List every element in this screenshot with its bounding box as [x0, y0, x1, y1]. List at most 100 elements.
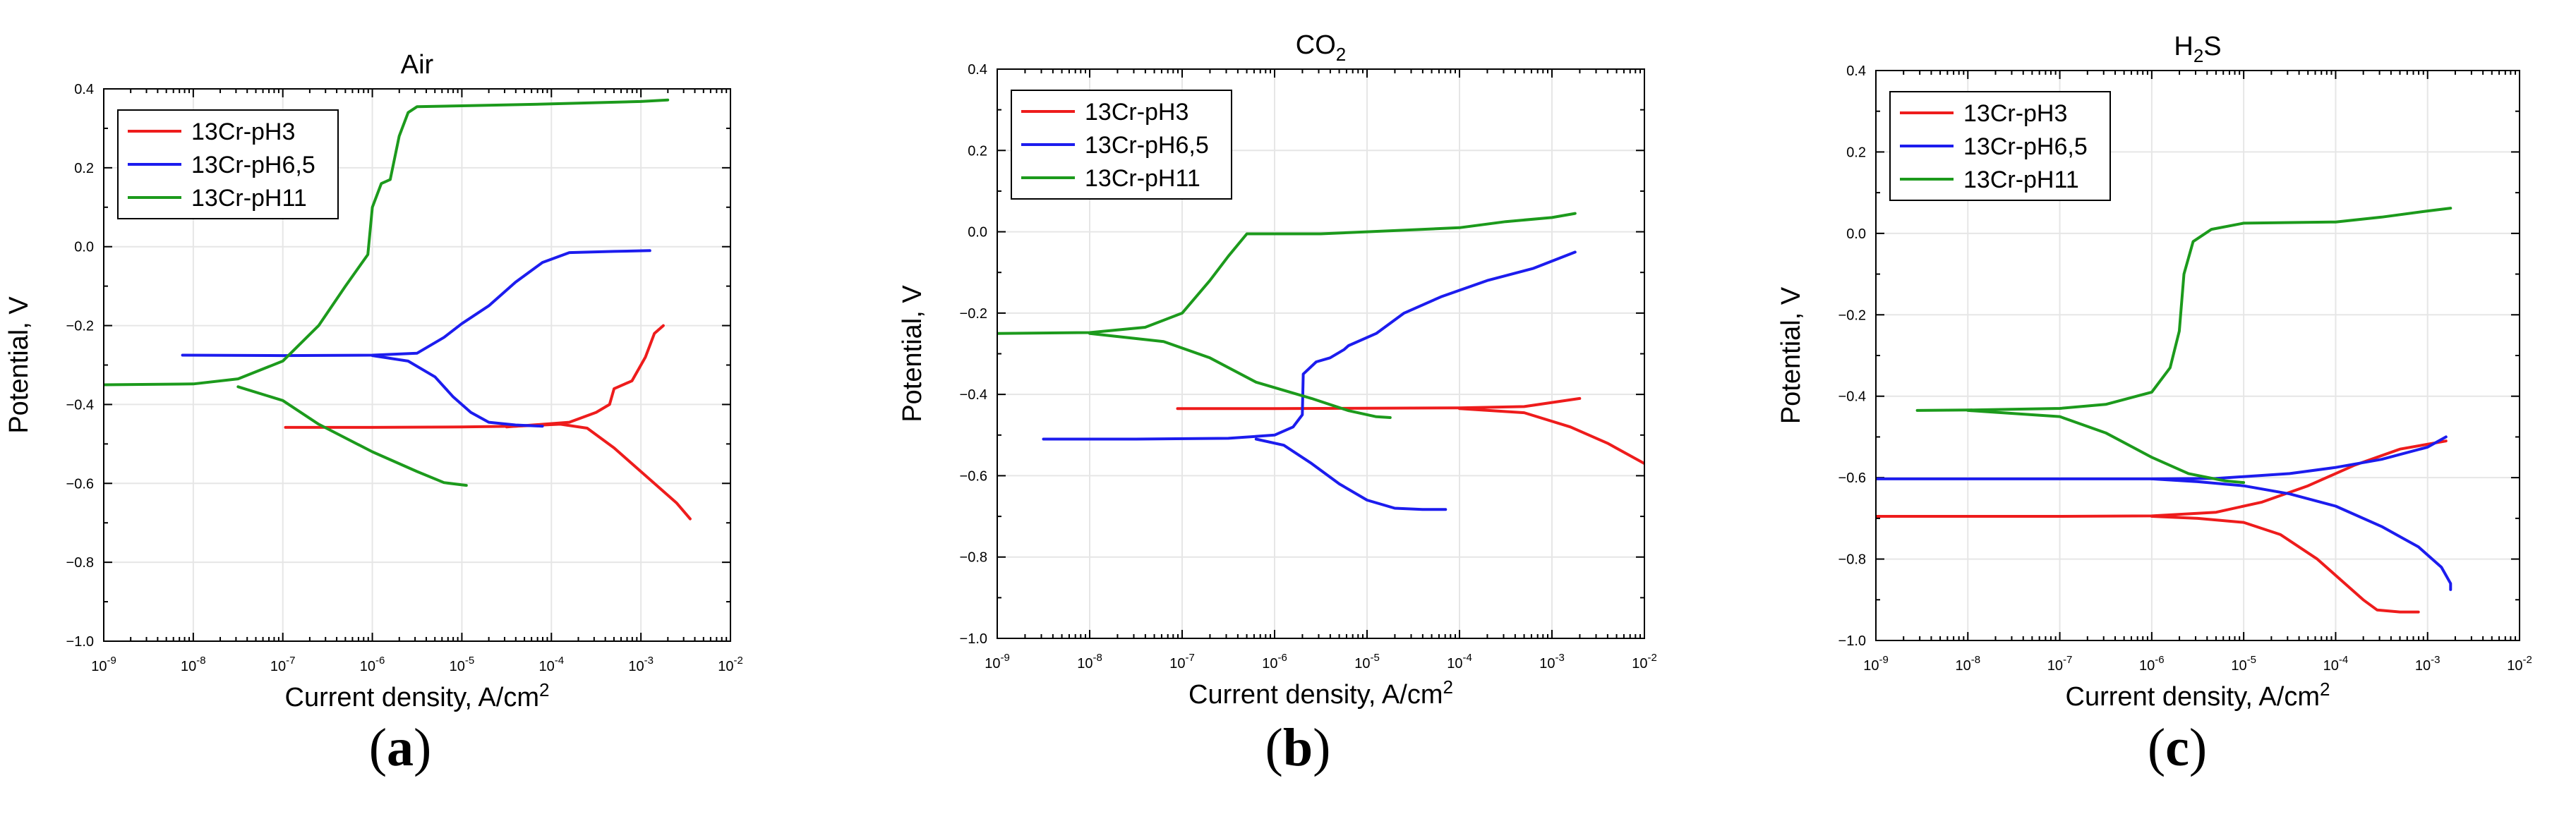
- series-line-13cr-ph3: [1458, 407, 1644, 466]
- plot-frame: [997, 68, 1645, 639]
- chart-title: Air: [401, 50, 434, 80]
- legend-entry: 13Cr-pH3: [1085, 99, 1188, 126]
- x-tick-label: 10-5: [2231, 654, 2256, 674]
- y-tick-label: 0.4: [74, 82, 94, 97]
- series-group: [1876, 207, 2452, 614]
- series-line-13cr-ph3: [505, 324, 665, 429]
- plot-frame: [1875, 70, 2520, 641]
- plot-frame: [103, 88, 731, 642]
- legend-entry: 13Cr-pH3: [1963, 100, 2067, 127]
- x-tick-label: 10-3: [628, 655, 654, 674]
- series-line-13cr-ph6-5: [1042, 250, 1577, 441]
- series-line-13cr-ph6-5: [1876, 435, 2448, 480]
- legend-entry: 13Cr-pH11: [191, 185, 307, 212]
- series-line-13cr-ph3: [284, 423, 692, 521]
- x-axis-label: Current density, A/cm2: [285, 679, 550, 712]
- x-tick-label: 10-6: [2139, 654, 2165, 674]
- y-tick-label: −1.0: [960, 631, 987, 647]
- legend: 13Cr-pH3 13Cr-pH6,5 13Cr-pH11: [117, 109, 339, 219]
- y-tick-label: −0.4: [960, 387, 987, 403]
- series-line-13cr-ph11: [1915, 207, 2452, 412]
- x-tick-label: 10-2: [1632, 652, 1657, 672]
- x-tick-label: 10-7: [1169, 652, 1195, 672]
- series-line-13cr-ph11: [997, 212, 1577, 335]
- series-line-13cr-ph11: [1088, 332, 1392, 419]
- x-tick-label: 10-9: [1863, 654, 1889, 674]
- x-tick-label: 10-4: [2323, 654, 2349, 674]
- legend-entry: 13Cr-pH11: [1085, 165, 1200, 192]
- y-tick-label: 0.2: [74, 161, 94, 176]
- y-tick-label: −0.6: [960, 468, 987, 484]
- x-tick-label: 10-9: [985, 652, 1010, 672]
- x-tick-label: 10-5: [1354, 652, 1380, 672]
- y-tick-label: −0.4: [1838, 389, 1866, 405]
- x-axis-label: Current density, A/cm2: [2066, 679, 2330, 712]
- legend-entry: 13Cr-pH6,5: [1963, 133, 2088, 160]
- y-tick-label: −1.0: [66, 634, 94, 650]
- x-tick-label: 10-2: [718, 655, 743, 674]
- x-tick-label: 10-7: [2047, 654, 2073, 674]
- y-tick-label: 0.4: [968, 62, 987, 78]
- series-line-13cr-ph6-5: [1254, 437, 1448, 511]
- series-line-13cr-ph3: [1876, 439, 2448, 518]
- legend-entry: 13Cr-pH11: [1963, 166, 2079, 193]
- x-tick-label: 10-9: [91, 655, 116, 674]
- chart-title: H2S: [2174, 32, 2221, 66]
- x-tick-label: 10-4: [1447, 652, 1472, 672]
- y-tick-label: 0.2: [968, 143, 987, 159]
- series-line-13cr-ph3: [2150, 515, 2420, 614]
- legend: 13Cr-pH3 13Cr-pH6,5 13Cr-pH11: [1889, 91, 2111, 201]
- series-group: [997, 212, 1644, 511]
- y-tick-label: −0.4: [66, 397, 94, 413]
- legend-entry: 13Cr-pH3: [191, 119, 295, 145]
- legend: 13Cr-pH3 13Cr-pH6,5 13Cr-pH11: [1011, 90, 1232, 200]
- y-tick-label: −0.8: [66, 555, 94, 571]
- series-line-13cr-ph11: [104, 98, 670, 387]
- y-tick-label: 0.2: [1846, 145, 1866, 160]
- x-tick-label: 10-4: [538, 655, 564, 674]
- chart-title: CO2: [1296, 30, 1346, 65]
- chart-panel-1: 10-9 10-8 10-7 10-6 10-5 10-4 10-3 10-2 0.4 0.2 0.…: [4, 50, 743, 712]
- x-tick-label: 10-3: [1539, 652, 1565, 672]
- series-group: [104, 98, 692, 521]
- x-tick-label: 10-7: [270, 655, 296, 674]
- x-axis-label: Current density, A/cm2: [1188, 676, 1453, 710]
- y-tick-label: −0.2: [960, 306, 987, 322]
- y-axis-label: Potential, V: [1776, 286, 1806, 424]
- series-line-13cr-ph6-5: [181, 249, 651, 358]
- y-tick-label: −0.6: [66, 476, 94, 492]
- x-tick-label: 10-8: [1955, 654, 1980, 674]
- y-tick-label: 0.0: [1846, 226, 1866, 242]
- y-axis-label: Potential, V: [898, 285, 927, 423]
- chart-panel-2: 10-9 10-8 10-7 10-6 10-5 10-4 10-3 10-2 0.4 0.2 0.…: [898, 30, 1657, 710]
- y-axis-label: Potential, V: [4, 296, 34, 434]
- y-tick-label: −1.0: [1838, 633, 1866, 649]
- x-tick-label: 10-8: [181, 655, 206, 674]
- series-line-13cr-ph11: [1966, 408, 2246, 485]
- x-tick-label: 10-6: [360, 655, 385, 674]
- panel-label: (a): [369, 718, 432, 777]
- y-tick-label: 0.0: [968, 225, 987, 241]
- y-tick-label: 0.0: [74, 240, 94, 255]
- y-tick-label: 0.4: [1846, 63, 1866, 79]
- series-line-13cr-ph11: [236, 385, 468, 487]
- panel-label: (b): [1265, 718, 1331, 777]
- x-tick-label: 10-6: [1262, 652, 1287, 672]
- legend-entry: 13Cr-pH6,5: [191, 152, 315, 178]
- legend-entry: 13Cr-pH6,5: [1085, 132, 1209, 159]
- y-tick-label: −0.2: [1838, 308, 1866, 323]
- x-tick-label: 10-3: [2415, 654, 2440, 674]
- x-tick-label: 10-8: [1077, 652, 1102, 672]
- x-tick-label: 10-2: [2507, 654, 2532, 674]
- panel-label: (c): [2148, 718, 2207, 777]
- y-tick-label: −0.8: [960, 550, 987, 566]
- series-line-13cr-ph6-5: [2150, 477, 2452, 591]
- chart-panel-3: 10-9 10-8 10-7 10-6 10-5 10-4 10-3 10-2 0.4 0.2 0.…: [1776, 32, 2532, 712]
- y-tick-label: −0.2: [66, 319, 94, 334]
- series-line-13cr-ph3: [1176, 396, 1582, 411]
- x-tick-label: 10-5: [450, 655, 475, 674]
- y-tick-label: −0.8: [1838, 552, 1866, 568]
- series-line-13cr-ph6-5: [371, 354, 544, 428]
- y-tick-label: −0.6: [1838, 470, 1866, 486]
